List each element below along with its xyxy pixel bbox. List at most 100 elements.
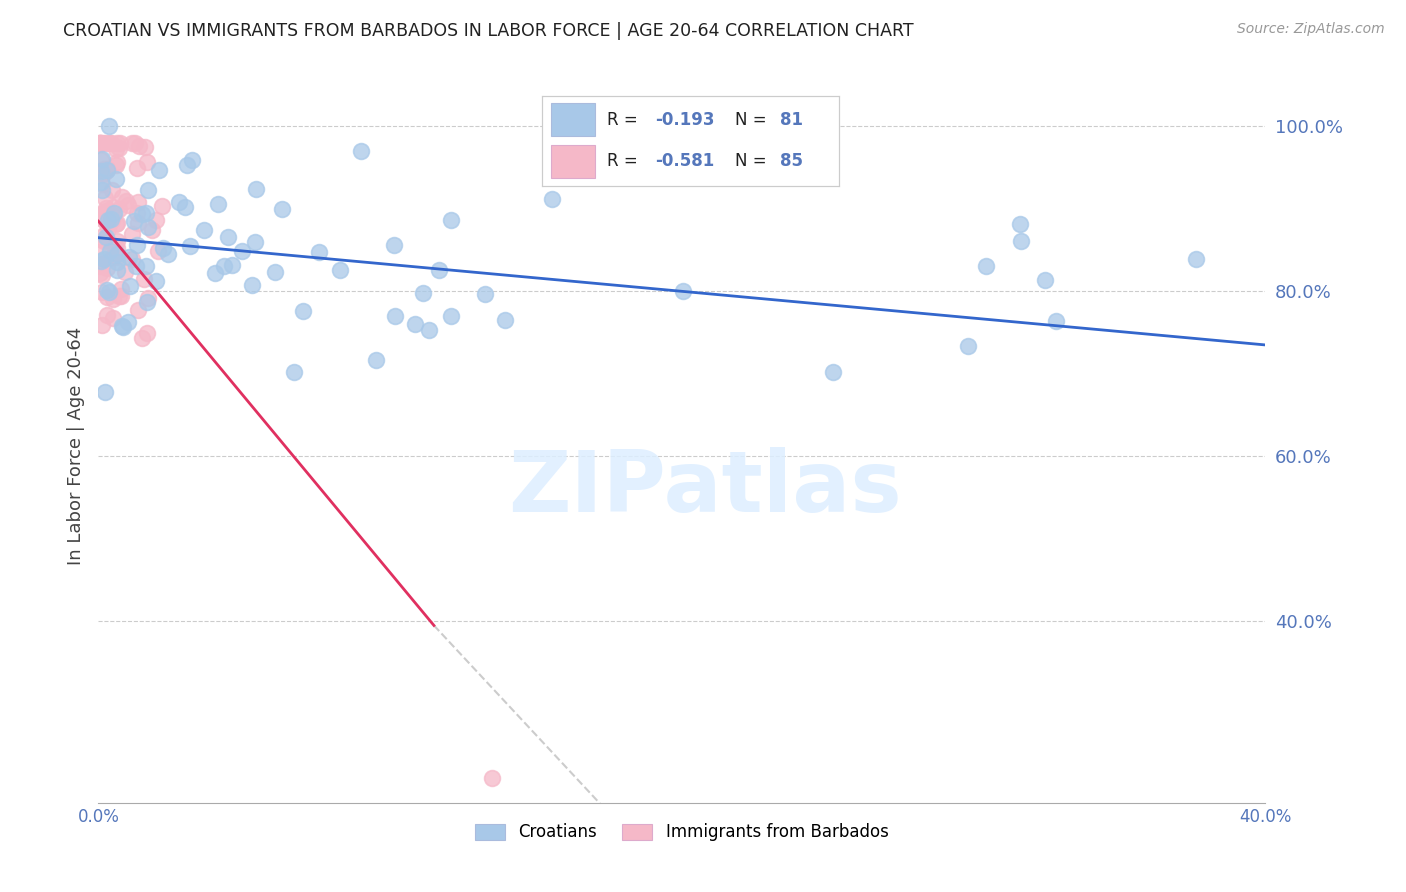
Point <box>156 247 179 261</box>
Point <box>98 244 121 258</box>
Point <box>98 136 121 150</box>
Point <box>93 191 115 205</box>
Point <box>974 259 997 273</box>
Point <box>108 141 131 155</box>
Point <box>90 318 112 332</box>
Point <box>440 212 463 227</box>
Point <box>100 212 122 227</box>
Point <box>221 258 243 272</box>
Point <box>440 310 463 324</box>
Point <box>245 182 267 196</box>
Point <box>412 285 434 300</box>
Point <box>100 136 122 150</box>
Point <box>135 206 157 220</box>
Point <box>427 263 450 277</box>
Point <box>366 352 388 367</box>
Point <box>127 216 149 230</box>
Point <box>90 253 112 268</box>
Point <box>193 223 215 237</box>
Point <box>136 291 159 305</box>
Point <box>214 259 236 273</box>
Point <box>112 320 135 334</box>
Point <box>91 256 114 270</box>
Point <box>823 365 845 379</box>
Point <box>90 177 112 191</box>
Point <box>481 771 503 785</box>
Point <box>1010 235 1032 249</box>
Text: CROATIAN VS IMMIGRANTS FROM BARBADOS IN LABOR FORCE | AGE 20-64 CORRELATION CHAR: CROATIAN VS IMMIGRANTS FROM BARBADOS IN … <box>63 22 914 40</box>
Point <box>264 265 287 279</box>
Point <box>89 153 111 167</box>
Point <box>128 139 150 153</box>
Point <box>94 211 117 225</box>
Point <box>97 213 120 227</box>
Point <box>101 208 124 222</box>
Point <box>89 136 111 150</box>
Point <box>90 183 112 197</box>
Point <box>96 136 118 150</box>
Point <box>217 230 239 244</box>
Point <box>494 313 516 327</box>
Point <box>90 207 112 221</box>
Point <box>292 304 315 318</box>
Point <box>117 198 139 212</box>
Point <box>474 287 496 301</box>
Point <box>350 144 373 158</box>
Point <box>90 175 112 189</box>
Point <box>94 213 117 227</box>
Point <box>89 210 111 224</box>
Point <box>111 319 134 334</box>
Point <box>204 266 226 280</box>
Point <box>541 192 564 206</box>
Point <box>125 259 148 273</box>
Point <box>101 311 124 326</box>
Point <box>174 200 197 214</box>
Point <box>271 202 294 216</box>
Legend: Croatians, Immigrants from Barbados: Croatians, Immigrants from Barbados <box>468 817 896 848</box>
Point <box>89 136 111 150</box>
Point <box>176 158 198 172</box>
Point <box>90 268 112 283</box>
Point <box>146 244 169 258</box>
Point <box>150 199 173 213</box>
Point <box>131 207 153 221</box>
Point <box>121 136 143 150</box>
Point <box>152 241 174 255</box>
Point <box>136 220 159 235</box>
Point <box>96 290 118 304</box>
Point <box>243 235 266 249</box>
Point <box>382 238 405 252</box>
Point <box>308 245 330 260</box>
Point <box>120 279 142 293</box>
Point <box>121 252 143 266</box>
Point <box>104 239 127 253</box>
Point <box>135 295 157 310</box>
Point <box>94 164 117 178</box>
Point <box>105 263 128 277</box>
Point <box>127 161 149 176</box>
Point <box>181 153 204 167</box>
Point <box>101 183 124 197</box>
Point <box>97 222 120 236</box>
Point <box>145 213 167 227</box>
Point <box>90 164 112 178</box>
Point <box>89 136 111 150</box>
Point <box>107 255 129 269</box>
Point <box>127 237 149 252</box>
Point <box>118 251 141 265</box>
Point <box>231 244 253 259</box>
Point <box>110 136 132 151</box>
Point <box>384 309 406 323</box>
Point <box>1045 314 1067 328</box>
Point <box>207 197 229 211</box>
Point <box>94 204 117 219</box>
Point <box>135 155 157 169</box>
Point <box>167 195 190 210</box>
Point <box>110 289 132 303</box>
Point <box>179 239 201 253</box>
Point <box>117 315 139 329</box>
Point <box>91 136 114 150</box>
Point <box>101 200 124 214</box>
Point <box>121 227 143 242</box>
Point <box>127 302 149 317</box>
